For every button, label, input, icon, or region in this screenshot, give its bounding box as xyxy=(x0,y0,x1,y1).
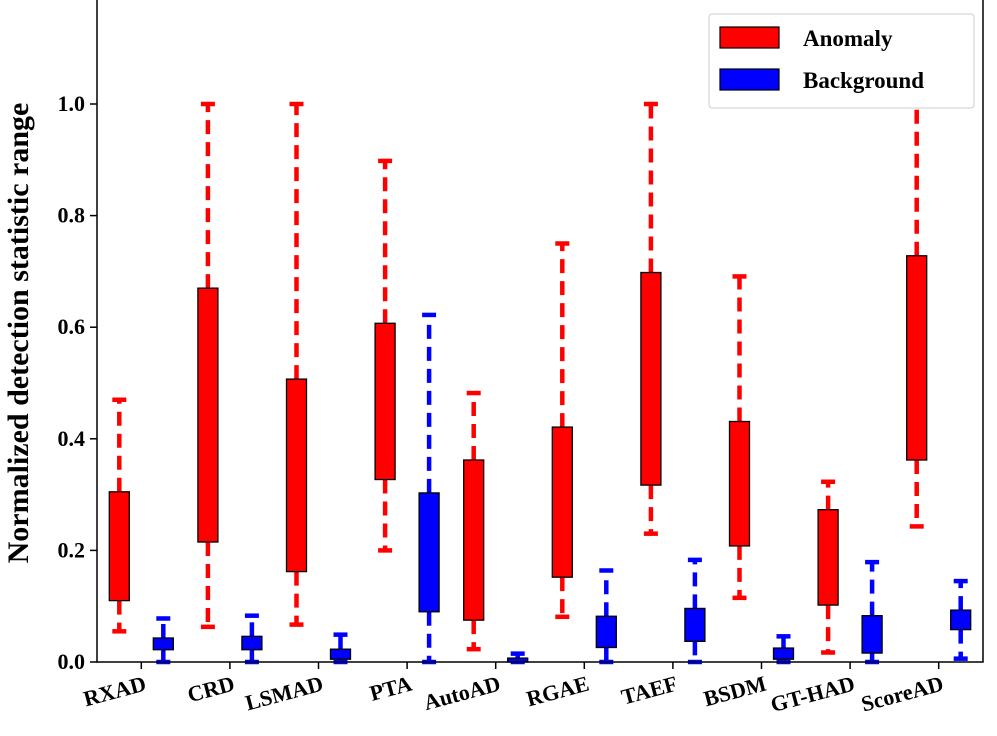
box-anomaly-pta xyxy=(374,158,396,553)
legend-swatch-background xyxy=(719,68,780,91)
iqr-box xyxy=(285,378,308,573)
x-tick-label-bsdm: BSDM xyxy=(701,671,769,712)
iqr-box xyxy=(906,255,928,461)
y-tick-label: 0.2 xyxy=(58,537,86,562)
y-tick-label: 0.6 xyxy=(58,314,86,339)
x-tick-label-taef: TAEF xyxy=(619,671,681,710)
box-anomaly-crd xyxy=(197,101,219,630)
x-tick-label-crd: CRD xyxy=(185,671,238,707)
legend-swatch-anomaly xyxy=(719,26,780,49)
plot-frame xyxy=(96,0,984,663)
x-tick-label-pta: PTA xyxy=(367,671,415,706)
box-anomaly-lsmad xyxy=(285,101,308,627)
box-background-crd xyxy=(241,613,263,665)
iqr-box xyxy=(329,648,352,660)
y-tick-label: 0.8 xyxy=(58,203,86,228)
x-tick-label-scoread: ScoreAD xyxy=(858,671,946,717)
legend: Anomaly Background xyxy=(708,13,975,109)
iqr-box xyxy=(463,459,485,621)
iqr-box xyxy=(418,492,440,613)
box-background-autoad xyxy=(507,651,529,665)
box-anomaly-autoad xyxy=(463,390,485,652)
box-background-rgae xyxy=(595,568,617,665)
x-axis-ticks: RXAD CRD LSMAD PTA AutoAD RGAE TAEF BSDM GT-HAD S… xyxy=(81,662,946,717)
iqr-box xyxy=(640,271,662,486)
box-anomaly-gt-had xyxy=(817,479,839,655)
plot-marks xyxy=(108,101,972,665)
box-anomaly-scoread xyxy=(906,101,928,529)
x-tick-label-lsmad: LSMAD xyxy=(243,671,326,716)
box-background-scoread xyxy=(950,578,972,661)
box-background-taef xyxy=(684,557,706,665)
iqr-box xyxy=(950,609,972,631)
iqr-box xyxy=(817,509,839,606)
iqr-box xyxy=(152,637,174,651)
legend-label-background: Background xyxy=(803,68,924,93)
box-anomaly-bsdm xyxy=(728,274,751,601)
iqr-box xyxy=(551,426,573,578)
legend-label-anomaly: Anomaly xyxy=(803,26,893,51)
iqr-box xyxy=(728,420,751,547)
box-background-gt-had xyxy=(861,559,883,665)
y-tick-label: 1.0 xyxy=(58,91,86,116)
iqr-box xyxy=(772,647,795,660)
iqr-box xyxy=(374,322,396,481)
iqr-box xyxy=(684,607,706,643)
iqr-box xyxy=(595,615,617,649)
x-tick-label-rxad: RXAD xyxy=(81,671,149,712)
y-tick-label: 0.0 xyxy=(58,649,86,674)
box-anomaly-rxad xyxy=(108,397,130,634)
x-tick-label-rgae: RGAE xyxy=(524,671,592,712)
iqr-box xyxy=(108,491,130,602)
box-background-pta xyxy=(418,312,440,665)
box-anomaly-rgae xyxy=(551,241,573,620)
iqr-box xyxy=(861,615,883,654)
box-background-bsdm xyxy=(772,634,795,665)
box-background-rxad xyxy=(152,616,174,665)
box-background-lsmad xyxy=(329,632,352,665)
box-anomaly-taef xyxy=(640,101,662,536)
y-axis-ticks: 0.0 0.2 0.4 0.6 0.8 1.0 xyxy=(58,91,97,674)
y-axis-label: Normalized detection statistic range xyxy=(2,103,35,564)
x-tick-label-gt-had: GT-HAD xyxy=(768,671,858,717)
y-tick-label: 0.4 xyxy=(58,426,86,451)
iqr-box xyxy=(241,635,263,651)
x-tick-label-autoad: AutoAD xyxy=(421,671,503,715)
iqr-box xyxy=(197,287,219,543)
